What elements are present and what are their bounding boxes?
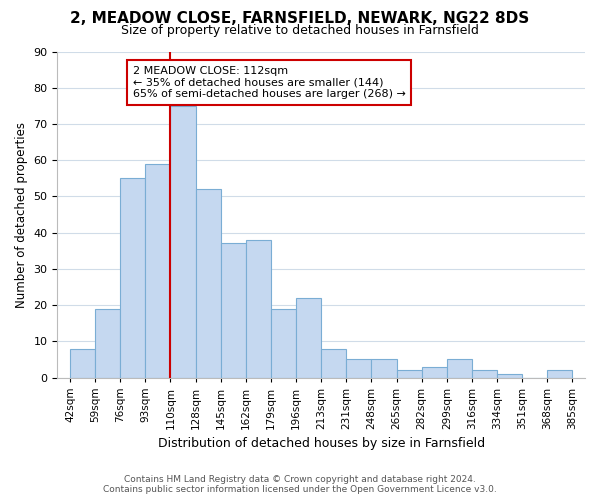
Bar	[472, 370, 497, 378]
Bar	[271, 308, 296, 378]
Bar	[196, 189, 221, 378]
Bar	[170, 106, 196, 378]
Bar	[221, 244, 246, 378]
Bar	[321, 348, 346, 378]
Bar	[296, 298, 321, 378]
Bar	[547, 370, 572, 378]
Bar	[246, 240, 271, 378]
Bar	[447, 360, 472, 378]
Bar	[497, 374, 522, 378]
Text: 2, MEADOW CLOSE, FARNSFIELD, NEWARK, NG22 8DS: 2, MEADOW CLOSE, FARNSFIELD, NEWARK, NG2…	[70, 11, 530, 26]
Text: Contains HM Land Registry data © Crown copyright and database right 2024.
Contai: Contains HM Land Registry data © Crown c…	[103, 474, 497, 494]
Bar	[70, 348, 95, 378]
Y-axis label: Number of detached properties: Number of detached properties	[15, 122, 28, 308]
Text: 2 MEADOW CLOSE: 112sqm
← 35% of detached houses are smaller (144)
65% of semi-de: 2 MEADOW CLOSE: 112sqm ← 35% of detached…	[133, 66, 406, 99]
Bar	[397, 370, 422, 378]
X-axis label: Distribution of detached houses by size in Farnsfield: Distribution of detached houses by size …	[158, 437, 485, 450]
Bar	[145, 164, 170, 378]
Bar	[95, 308, 120, 378]
Bar	[422, 366, 447, 378]
Bar	[120, 178, 145, 378]
Text: Size of property relative to detached houses in Farnsfield: Size of property relative to detached ho…	[121, 24, 479, 37]
Bar	[371, 360, 397, 378]
Bar	[346, 360, 371, 378]
